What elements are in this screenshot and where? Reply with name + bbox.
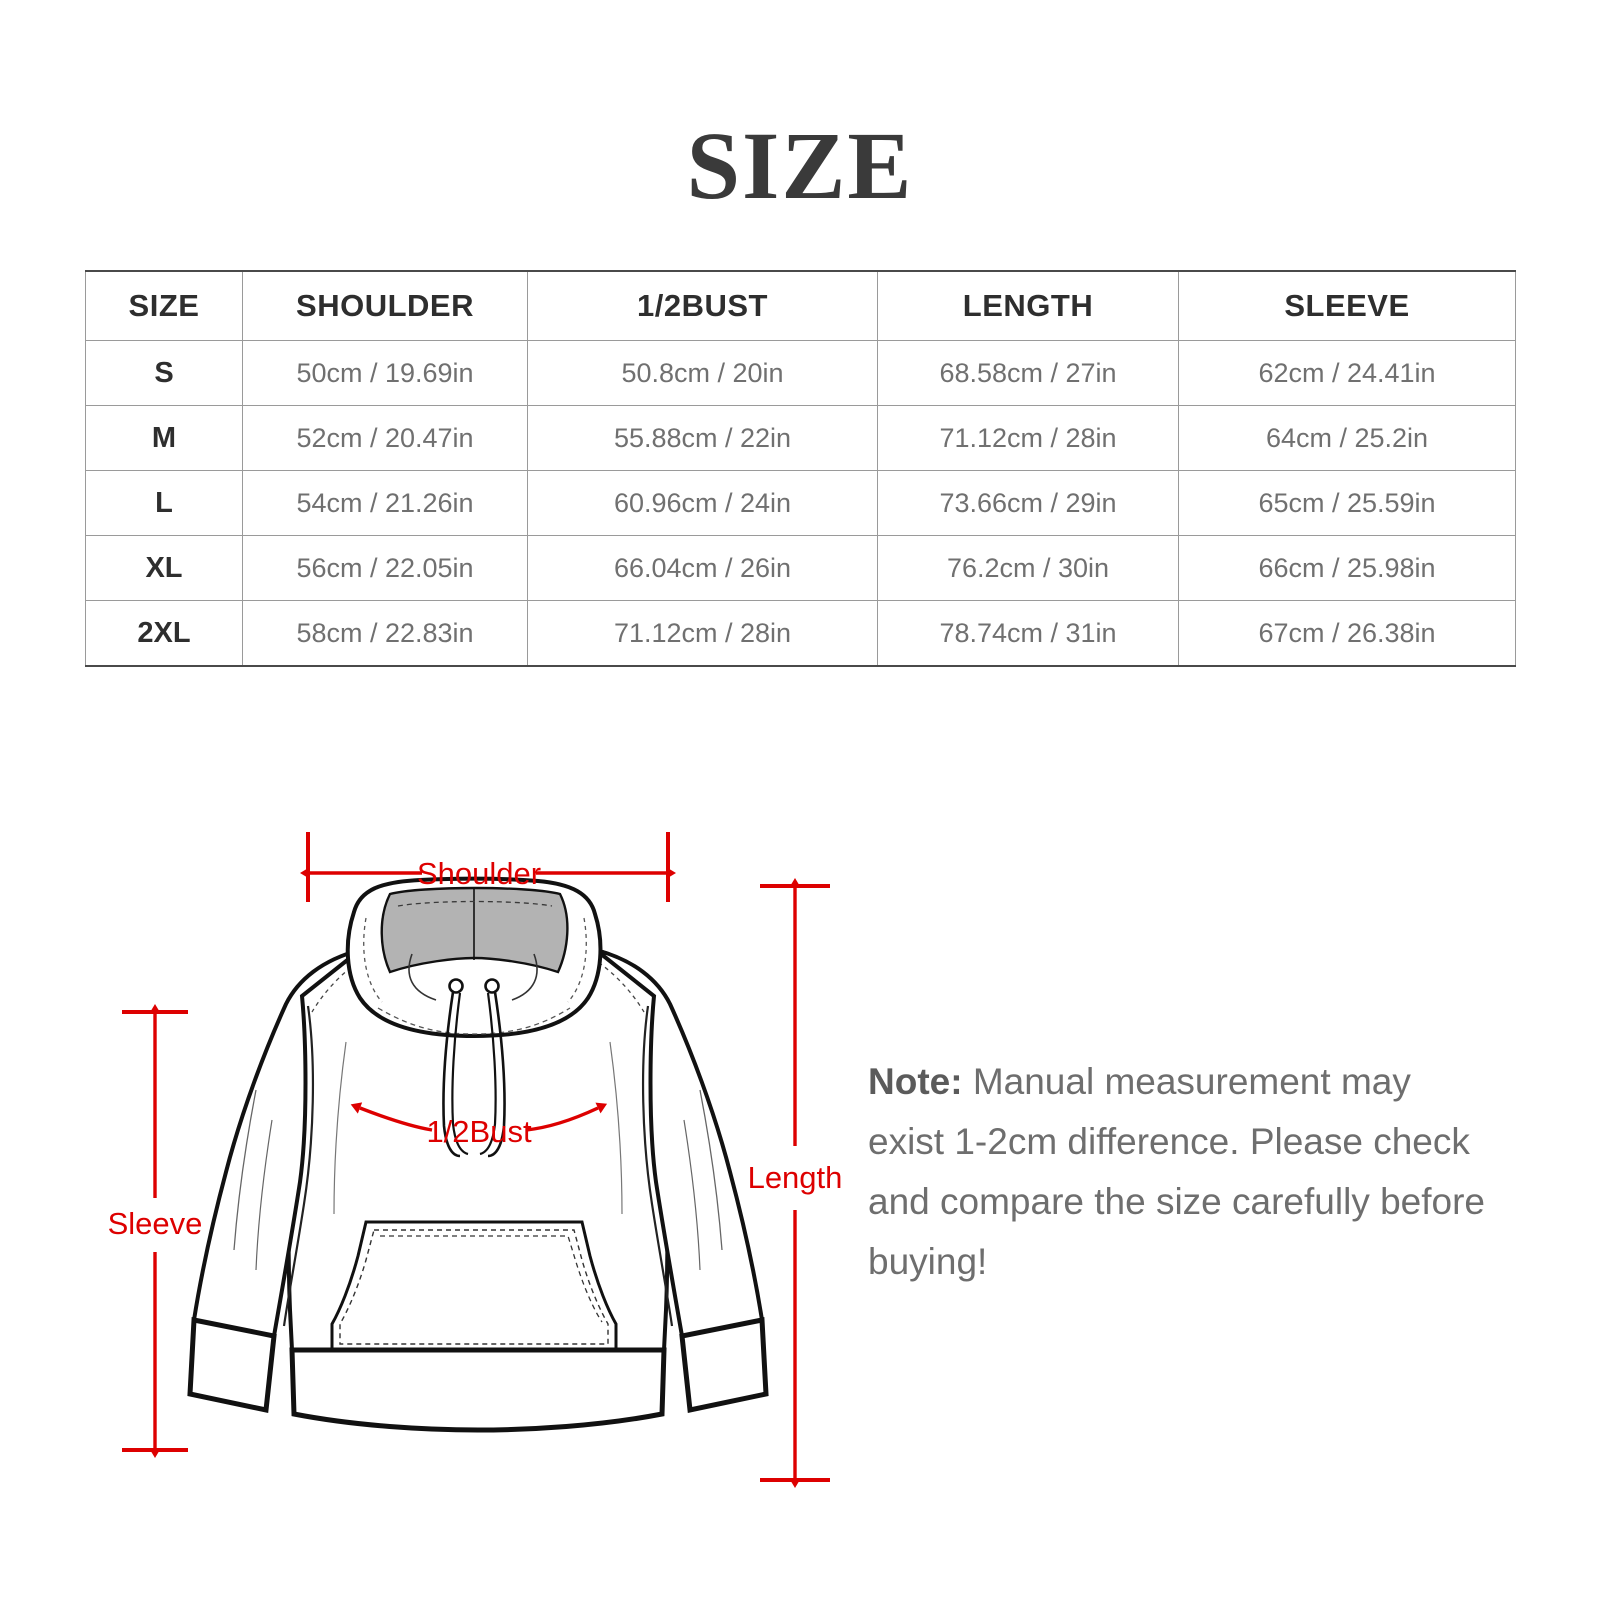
cell-size: L [85,470,243,536]
cell-bust: 50.8cm / 20in [527,340,878,406]
bust-arrow-right-half [525,1102,608,1132]
shoulder-label: Shoulder [417,856,541,891]
table-row: M 52cm / 20.47in 55.88cm / 22in 71.12cm … [85,405,1516,471]
cell-sleeve: 66cm / 25.98in [1178,535,1516,601]
left-cuff [187,1316,277,1414]
column-header-shoulder: SHOULDER [242,270,528,341]
cell-length: 68.58cm / 27in [877,340,1179,406]
cell-length: 76.2cm / 30in [877,535,1179,601]
table-header-row: SIZE SHOULDER 1/2BUST LENGTH SLEEVE [85,270,1516,341]
cell-shoulder: 58cm / 22.83in [242,600,528,667]
right-sleeve-fold-2 [683,1119,701,1271]
left-drawstring [442,991,461,1158]
cell-length: 78.74cm / 31in [877,600,1179,667]
column-header-size: SIZE [85,270,243,341]
cell-shoulder: 52cm / 20.47in [242,405,528,471]
bust-measurement: 1/2Bust [350,1102,608,1149]
hoodie-illustration [187,876,769,1433]
column-header-bust: 1/2BUST [527,270,878,341]
hem-band [289,1347,667,1433]
right-drawstring-inner [479,992,497,1156]
table-row: XL 56cm / 22.05in 66.04cm / 26in 76.2cm … [85,535,1516,601]
cell-sleeve: 67cm / 26.38in [1178,600,1516,667]
right-drawstring [487,991,506,1158]
right-sleeve-fold [699,1089,723,1251]
column-header-sleeve: SLEEVE [1178,270,1516,341]
size-chart-table: SIZE SHOULDER 1/2BUST LENGTH SLEEVE S 50… [85,270,1516,667]
pocket-stitch-inner [380,1235,603,1323]
body-fold-left [333,1041,347,1215]
cell-length: 73.66cm / 29in [877,470,1179,536]
cell-bust: 71.12cm / 28in [527,600,878,667]
cell-sleeve: 62cm / 24.41in [1178,340,1516,406]
shoulder-measurement: Shoulder [300,832,676,902]
hood-drape-curve [408,953,437,1001]
right-eyelet [484,978,500,994]
cell-shoulder: 56cm / 22.05in [242,535,528,601]
size-chart-table-container: SIZE SHOULDER 1/2BUST LENGTH SLEEVE S 50… [85,270,1516,667]
note-text: Manual measurement may exist 1-2cm diffe… [868,1061,1486,1282]
table-row: 2XL 58cm / 22.83in 71.12cm / 28in 78.74c… [85,600,1516,667]
cell-size: M [85,405,243,471]
body-fold-right [609,1041,623,1215]
column-header-length: LENGTH [877,270,1179,341]
note-label: Note: [868,1061,963,1102]
sleeve-measurement: Sleeve [108,1004,203,1458]
kangaroo-pocket [330,1220,618,1352]
bust-arrow-left-half [350,1102,433,1132]
measurement-diagram: Shoulder 1/2Bust Length Sleeve [60,790,880,1530]
collar-stitch [377,1007,571,1035]
hood-right-roll-stitch [567,917,587,1003]
cell-shoulder: 50cm / 19.69in [242,340,528,406]
left-armhole-seam [282,1005,315,1327]
cell-sleeve: 65cm / 25.59in [1178,470,1516,536]
left-eyelet [448,978,464,994]
left-sleeve-fold-2 [255,1119,273,1271]
left-sleeve-fold [233,1089,257,1251]
bust-label: 1/2Bust [426,1114,532,1149]
right-cuff [679,1316,769,1414]
length-measurement: Length [748,878,843,1488]
table-row: S 50cm / 19.69in 50.8cm / 20in 68.58cm /… [85,340,1516,406]
measurement-note: Note: Manual measurement may exist 1-2cm… [868,1052,1488,1292]
cell-bust: 55.88cm / 22in [527,405,878,471]
page-title: SIZE [686,112,914,219]
cell-bust: 60.96cm / 24in [527,470,878,536]
cell-length: 71.12cm / 28in [877,405,1179,471]
pocket-stitch [339,1229,609,1345]
sleeve-label: Sleeve [108,1206,203,1241]
hood-left-roll-stitch [363,917,383,1003]
cell-bust: 66.04cm / 26in [527,535,878,601]
cell-size: 2XL [85,600,243,667]
left-drawstring-inner [451,992,469,1156]
cell-sleeve: 64cm / 25.2in [1178,405,1516,471]
cell-shoulder: 54cm / 21.26in [242,470,528,536]
hood-drape-curve-2 [511,953,538,1001]
table-row: L 54cm / 21.26in 60.96cm / 24in 73.66cm … [85,470,1516,536]
right-armhole-seam [641,1005,674,1327]
cell-size: XL [85,535,243,601]
cell-size: S [85,340,243,406]
length-label: Length [748,1160,843,1195]
